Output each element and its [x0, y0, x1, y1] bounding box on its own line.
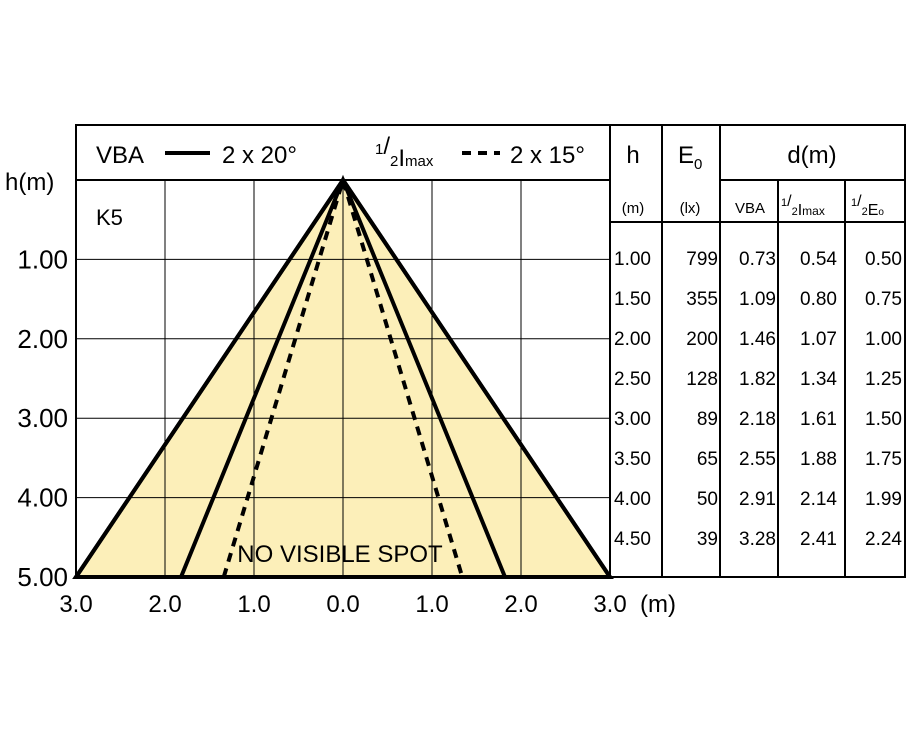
y-axis-label: h(m): [5, 169, 54, 196]
table-header: E0: [678, 142, 702, 173]
slash: /: [857, 193, 862, 210]
table-cell: 2.41: [800, 529, 837, 550]
table-cell: 1.00: [865, 329, 902, 350]
x-tick-label: 0.0: [326, 591, 359, 618]
table-cell: 3.28: [739, 529, 776, 550]
sub: 2: [390, 153, 398, 170]
sub: 2: [862, 206, 868, 218]
table-cell: 128: [686, 369, 718, 390]
x-tick-label: 3.0: [593, 591, 626, 618]
table-cell: 2.14: [800, 489, 837, 510]
symbol: E: [678, 142, 694, 169]
x-tick-label: 2.0: [504, 591, 537, 618]
legend-value: 2 x 15°: [510, 142, 585, 169]
symbol: I: [398, 145, 405, 172]
y-tick-label: 5.00: [17, 562, 68, 592]
table-cell: 1.07: [800, 329, 837, 350]
table-cell: 1.61: [800, 409, 837, 430]
table-cell: 50: [697, 489, 718, 510]
table-cell: 0.73: [739, 249, 776, 270]
table-cell: 1.09: [739, 289, 776, 310]
legend-label: 1/2Imax: [375, 133, 434, 172]
table-subheader: 1/2Imax: [781, 193, 825, 219]
sup: 1: [851, 197, 857, 209]
legend-value: 2 x 20°: [222, 142, 297, 169]
table-cell: 65: [697, 449, 718, 470]
y-tick-label: 3.00: [17, 403, 68, 433]
table-cell: 1.34: [800, 369, 837, 390]
table-cell: 3.50: [614, 449, 651, 470]
table-cell: 1.82: [739, 369, 776, 390]
table-cell: 1.50: [614, 289, 651, 310]
annotation: NO VISIBLE SPOT: [237, 541, 443, 568]
table-header: d(m): [787, 142, 836, 169]
beam-line: [221, 173, 465, 578]
table-cell: 2.55: [739, 449, 776, 470]
sup: 1: [781, 197, 787, 209]
table-cell: 1.88: [800, 449, 837, 470]
table-cell: 1.25: [865, 369, 902, 390]
sub: 2: [792, 206, 798, 218]
table-cell: 0.54: [800, 249, 837, 270]
table-subheader: 1/2Eo: [851, 193, 884, 219]
table-cell: 2.50: [614, 369, 651, 390]
slash: /: [787, 193, 792, 210]
table-subheader: VBA: [735, 200, 765, 217]
sup: 1: [375, 141, 383, 158]
table-cell: 2.24: [865, 529, 902, 550]
table-cell: 200: [686, 329, 718, 350]
table-cell: 4.50: [614, 529, 651, 550]
table-cell: 1.99: [865, 489, 902, 510]
sub: max: [802, 204, 825, 218]
table-cell: 39: [697, 529, 718, 550]
annotation: K5: [96, 205, 123, 230]
table-cell: 0.50: [865, 249, 902, 270]
sub: 0: [694, 156, 702, 173]
table-cell: 89: [697, 409, 718, 430]
table-cell: 1.50: [865, 409, 902, 430]
table-cell: 0.80: [800, 289, 837, 310]
table-cell: 0.75: [865, 289, 902, 310]
table-cell: 799: [686, 249, 718, 270]
table-cell: 355: [686, 289, 718, 310]
table-cell: 2.00: [614, 329, 651, 350]
table-cell: 1.75: [865, 449, 902, 470]
x-axis-unit: (m): [640, 591, 676, 618]
plot-area: [72, 173, 614, 579]
table-cell: 1.00: [614, 249, 651, 270]
table-subheader: (lx): [680, 200, 701, 217]
table-header: h: [626, 142, 639, 169]
legend-label: VBA: [96, 142, 144, 169]
slash: /: [383, 133, 390, 160]
sub: o: [878, 207, 884, 218]
table-cell: 1.46: [739, 329, 776, 350]
y-tick-label: 4.00: [17, 483, 68, 513]
y-tick-label: 2.00: [17, 324, 68, 354]
symbol: I: [798, 202, 802, 219]
frame: [75, 124, 906, 578]
table-cell: 2.91: [739, 489, 776, 510]
x-tick-label: 2.0: [148, 591, 181, 618]
y-tick-label: 1.00: [17, 244, 68, 274]
table-cell: 2.18: [739, 409, 776, 430]
table-cell: 3.00: [614, 409, 651, 430]
x-tick-label: 1.0: [237, 591, 270, 618]
sub: max: [405, 153, 434, 170]
x-tick-label: 1.0: [415, 591, 448, 618]
x-tick-label: 3.0: [59, 591, 92, 618]
table-subheader: (m): [622, 200, 645, 217]
table-body: 1.00 799 0.73 0.54 0.50 1.50 355 1.09 0.80 0.75 2.…: [614, 249, 902, 550]
table-cell: 4.00: [614, 489, 651, 510]
symbol: E: [868, 202, 879, 219]
